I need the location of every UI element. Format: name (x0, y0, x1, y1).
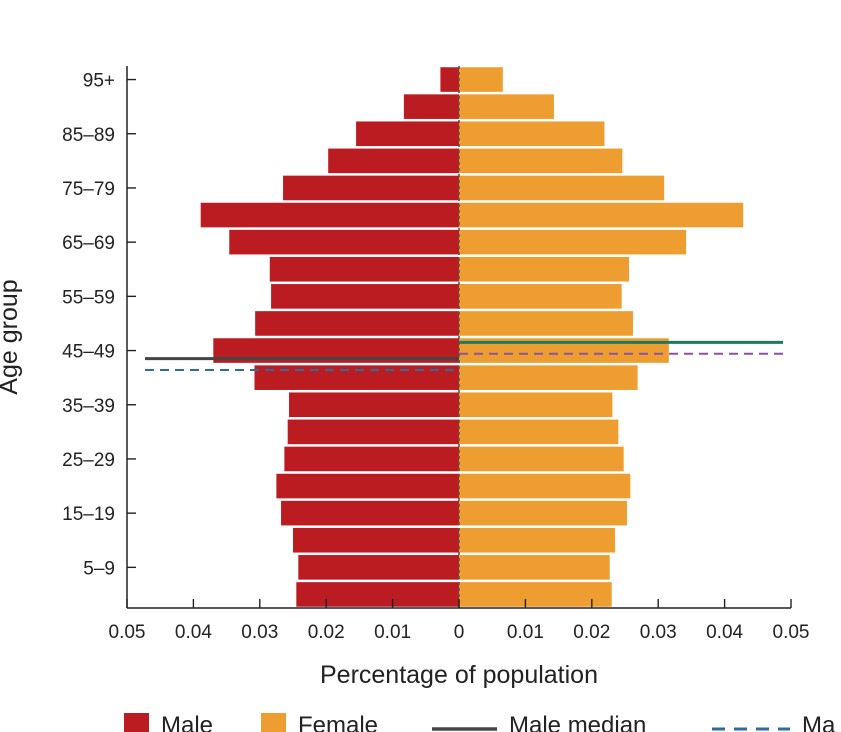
x-tick-label: 0.05 (773, 622, 810, 643)
x-tick-label: 0.01 (374, 622, 411, 643)
median-lines-group (145, 340, 783, 372)
male-bar-85-89 (356, 121, 459, 147)
x-tick-label: 0.05 (109, 622, 146, 643)
female-bar-65-69 (459, 229, 687, 255)
female-bar-55-59 (459, 284, 622, 309)
male-bar-20-24 (276, 473, 459, 499)
male-bar-55-59 (271, 284, 459, 309)
male-bar-95+ (440, 67, 459, 92)
y-tick-label: 35–39 (62, 396, 115, 417)
female-bar-30-34 (459, 419, 619, 445)
legend-label-female: Female (298, 712, 378, 732)
male-bar-70-74 (200, 202, 460, 228)
x-tick-label: 0.03 (241, 622, 278, 643)
female-bar-90-94 (459, 94, 554, 119)
y-tick-label: 5–9 (83, 558, 115, 579)
male-bar-10-14 (293, 527, 459, 553)
x-tick-label: 0.04 (706, 622, 743, 643)
bars-group (200, 67, 744, 607)
x-tick-label: 0.02 (308, 622, 345, 643)
male-bar-60-64 (269, 256, 459, 282)
x-tick-label: 0.02 (573, 622, 610, 643)
male-bar-5-9 (298, 555, 459, 580)
female-bar-0-4 (459, 582, 612, 607)
female-bar-70-74 (459, 202, 744, 228)
y-tick-label: 95+ (83, 71, 115, 92)
male-bar-15-19 (281, 500, 459, 526)
female-bar-95+ (459, 67, 503, 92)
female-bar-40-44 (459, 365, 638, 390)
female-bar-75-79 (459, 175, 665, 201)
female-bar-25-29 (459, 446, 624, 472)
x-tick-label: 0.03 (640, 622, 677, 643)
y-tick-label: 55–59 (62, 287, 115, 308)
x-ticks-group: 0.05 0.04 0.03 0.02 0.01 0 0.01 0.02 0.03 0.04 0.0… (109, 599, 810, 643)
male-bar-90-94 (403, 94, 459, 119)
female-bar-35-39 (459, 392, 613, 418)
legend: Male Female Male median Ma (124, 712, 836, 732)
y-tick-label: 45–49 (62, 342, 115, 363)
y-axis-title: Age group (0, 279, 23, 394)
male-bar-65-69 (229, 229, 459, 255)
x-axis-title: Percentage of population (320, 661, 598, 689)
legend-label-male: Male (161, 712, 213, 732)
male-bar-50-54 (255, 311, 459, 336)
legend-swatch-female (261, 713, 286, 732)
female-bar-50-54 (459, 311, 633, 336)
y-tick-label: 75–79 (62, 179, 115, 200)
male-bar-35-39 (289, 392, 459, 418)
female-bar-60-64 (459, 256, 629, 282)
female-bar-20-24 (459, 473, 631, 499)
female-bar-15-19 (459, 500, 627, 526)
male-bar-75-79 (283, 175, 459, 201)
x-tick-label: 0.01 (507, 622, 544, 643)
male-bar-80-84 (328, 148, 459, 174)
legend-label-male-median: Male median (509, 712, 646, 732)
x-tick-label: 0.04 (175, 622, 212, 643)
y-tick-label: 25–29 (62, 450, 115, 471)
y-tick-label: 65–69 (62, 233, 115, 254)
male-bar-25-29 (284, 446, 459, 472)
y-ticks-group: 5–9 15–19 25–29 35–39 45–49 55–59 65–69 75–79 85… (62, 71, 136, 579)
female-bar-5-9 (459, 555, 610, 580)
y-tick-label: 85–89 (62, 125, 115, 146)
legend-label-male-mean: Ma (802, 712, 836, 732)
female-bar-85-89 (459, 121, 605, 147)
female-bar-10-14 (459, 527, 616, 553)
male-bar-30-34 (287, 419, 459, 445)
y-tick-label: 15–19 (62, 504, 115, 525)
female-bar-80-84 (459, 148, 623, 174)
legend-swatch-male (124, 713, 149, 732)
male-bar-0-4 (296, 582, 459, 607)
x-tick-label: 0 (454, 622, 465, 643)
male-bar-40-44 (254, 365, 459, 390)
